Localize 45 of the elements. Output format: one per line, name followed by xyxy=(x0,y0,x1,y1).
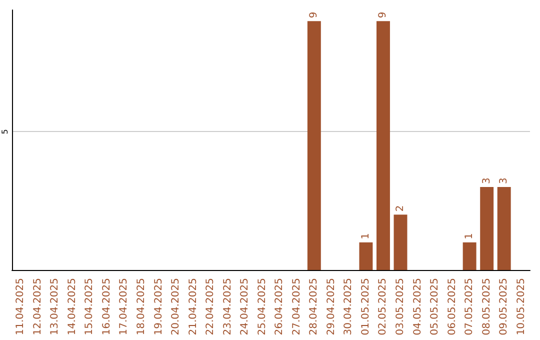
x-tick-label: 05.05.2025 xyxy=(430,278,441,336)
x-tick-label: 17.04.2025 xyxy=(118,278,130,336)
data-label: 1 xyxy=(464,232,476,240)
x-tick-label: 10.05.2025 xyxy=(516,278,527,336)
x-tick-label: 08.05.2025 xyxy=(481,278,492,336)
bar xyxy=(307,21,321,270)
data-label: 3 xyxy=(481,178,492,184)
bar xyxy=(497,187,511,270)
x-tick-label: 30.04.2025 xyxy=(343,278,354,336)
x-tick-label: 24.04.2025 xyxy=(240,278,251,336)
bar xyxy=(394,214,408,270)
data-label: 2 xyxy=(395,205,406,212)
data-label: 9 xyxy=(308,12,320,18)
x-tick-label: 01.05.2025 xyxy=(360,278,372,336)
x-tick-label: 27.04.2025 xyxy=(291,278,302,336)
bar xyxy=(462,242,476,270)
bar xyxy=(480,187,494,270)
data-label: 3 xyxy=(498,178,510,184)
x-tick-label: 15.04.2025 xyxy=(84,278,96,336)
data-label: 1 xyxy=(360,232,372,240)
x-tick-label: 04.05.2025 xyxy=(412,278,424,336)
x-tick-label: 11.04.2025 xyxy=(15,278,26,336)
x-tick-label: 09.05.2025 xyxy=(498,278,510,336)
bar xyxy=(359,242,373,270)
x-tick-label: 28.04.2025 xyxy=(308,278,320,336)
x-tick-label: 23.04.2025 xyxy=(222,278,234,336)
bar xyxy=(376,21,390,270)
x-tick-label: 16.04.2025 xyxy=(101,278,112,336)
x-tick-label: 03.05.2025 xyxy=(395,278,406,336)
x-tick-label: 25.04.2025 xyxy=(256,278,268,336)
x-tick-label: 20.04.2025 xyxy=(170,278,182,336)
data-label: 9 xyxy=(378,12,389,18)
y-tick-label: 5 xyxy=(0,129,10,134)
x-tick-label: 26.04.2025 xyxy=(274,278,286,336)
x-tick-label: 07.05.2025 xyxy=(464,278,476,336)
x-tick-label: 13.04.2025 xyxy=(50,278,61,336)
x-tick-label: 29.04.2025 xyxy=(326,278,337,336)
x-tick-label: 02.05.2025 xyxy=(378,278,389,336)
x-tick-label: 18.04.2025 xyxy=(136,278,147,336)
x-tick-label: 12.04.2025 xyxy=(32,278,44,336)
x-tick-label: 19.04.2025 xyxy=(153,278,164,336)
x-tick-label: 06.05.2025 xyxy=(446,278,458,336)
x-tick-label: 21.04.2025 xyxy=(188,278,199,336)
x-tick-label: 22.04.2025 xyxy=(205,278,216,336)
x-tick-label: 14.04.2025 xyxy=(66,278,78,336)
